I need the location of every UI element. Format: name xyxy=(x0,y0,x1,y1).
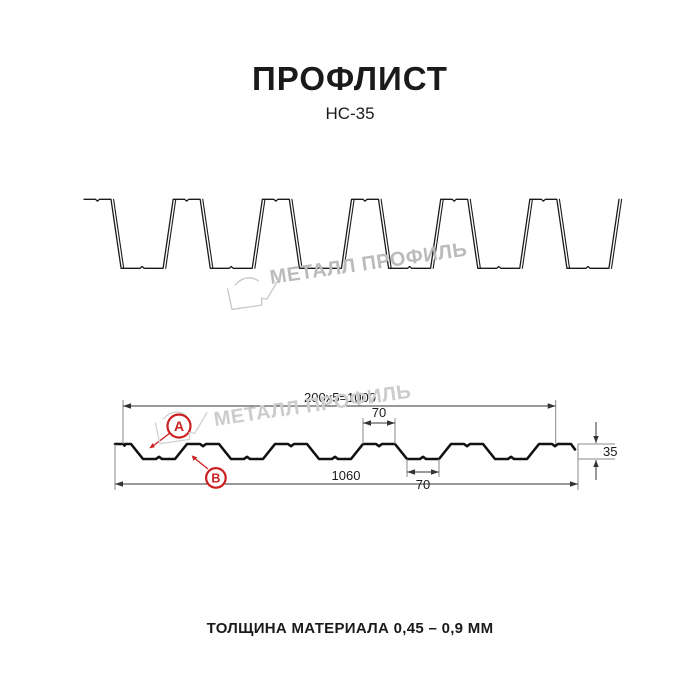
svg-text:70: 70 xyxy=(416,477,430,492)
svg-text:35: 35 xyxy=(603,444,617,459)
svg-text:B: B xyxy=(211,471,220,485)
svg-text:A: A xyxy=(174,418,184,434)
svg-text:1060: 1060 xyxy=(332,468,361,483)
